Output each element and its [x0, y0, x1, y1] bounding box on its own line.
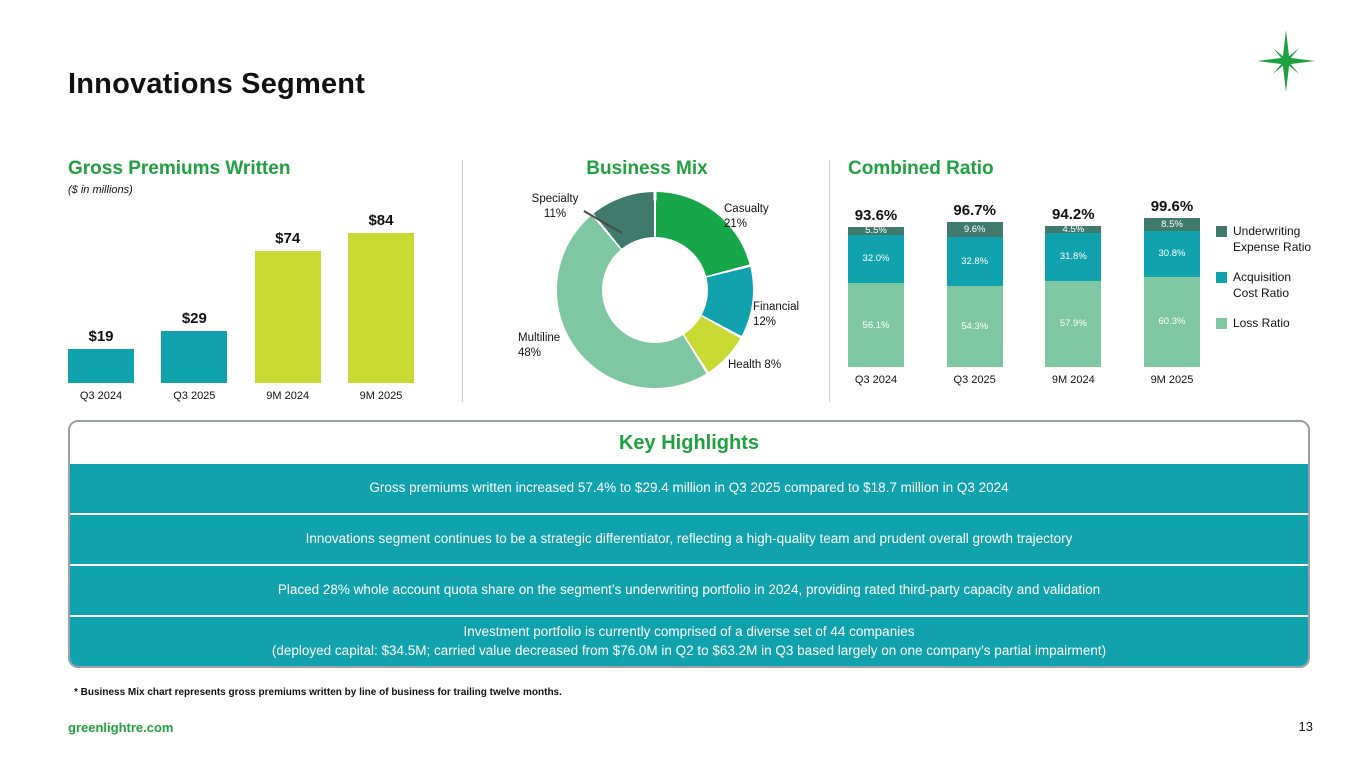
website-link[interactable]: greenlightre.com	[68, 720, 174, 735]
bar-category-label: Q3 2025	[173, 390, 216, 402]
bar-value-label: $29	[181, 310, 207, 327]
legend-item-acquisition-cost-ratio: Acquisition Cost Ratio	[1216, 270, 1316, 301]
bar-category-label: Q3 2025	[953, 374, 996, 387]
highlight-row-3: Placed 28% whole account quota share on …	[70, 566, 1308, 615]
bar-category-label: 9M 2024	[1051, 374, 1095, 387]
combined-ratio-section: Combined Ratio 93.6% 5.5% 32.0% 56.1% Q3 202…	[848, 158, 1323, 386]
donut-label-specialty: Specialty 11%	[531, 193, 579, 220]
combined-ratio-total-label: 94.2%	[1052, 206, 1095, 224]
gpw-bar-group-9M-2024: $74 9M 2024	[254, 230, 321, 402]
combined-ratio-bar-group-9M-2024: 94.2% 4.5% 31.8% 57.9% 9M 2024	[1045, 206, 1102, 387]
business-mix-section: Business Mix Casualty 21% Financial 12% Heal…	[472, 158, 822, 398]
column-divider	[462, 160, 463, 402]
highlight-row-2: Innovations segment continues to be a st…	[70, 515, 1308, 564]
gpw-bar-group-Q3-2024: $19 Q3 2024	[68, 328, 134, 402]
stacked-bar: 9.6% 32.8% 54.3%	[946, 222, 1003, 368]
bar-value-label: $74	[275, 230, 301, 247]
segment-acquisition-cost-ratio: 31.8%	[1045, 232, 1102, 281]
combined-ratio-legend: Underwriting Expense Ratio Acquisition Co…	[1216, 198, 1316, 386]
legend-label: Loss Ratio	[1233, 316, 1290, 331]
business-mix-title: Business Mix	[586, 158, 708, 179]
page-number: 13	[1298, 719, 1313, 734]
stacked-bar: 5.5% 32.0% 56.1%	[848, 226, 904, 368]
combined-ratio-bar-group-9M-2025: 99.6% 8.5% 30.8% 60.3% 9M 2025	[1143, 198, 1200, 387]
combined-ratio-total-label: 99.6%	[1150, 198, 1194, 215]
legend-item-underwriting-expense-ratio: Underwriting Expense Ratio	[1216, 224, 1316, 255]
combined-ratio-bar-group-Q3-2024: 93.6% 5.5% 32.0% 56.1% Q3 2024	[848, 207, 904, 386]
segment-loss-ratio: 54.3%	[946, 285, 1003, 368]
donut-hole	[602, 237, 708, 343]
segment-underwriting-expense-ratio: 8.5%	[1143, 218, 1200, 231]
gpw-bar-group-Q3-2025: $29 Q3 2025	[161, 310, 228, 402]
segment-loss-ratio: 60.3%	[1143, 276, 1200, 368]
segment-underwriting-expense-ratio: 4.5%	[1045, 225, 1102, 234]
combined-ratio-total-label: 96.7%	[953, 202, 996, 220]
combined-ratio-total-label: 93.6%	[854, 206, 898, 224]
stacked-bar: 8.5% 30.8% 60.3%	[1143, 218, 1200, 368]
business-mix-donut-chart: Casualty 21% Financial 12% Health 8% Multilin…	[472, 184, 822, 398]
bar	[254, 251, 321, 383]
gross-premiums-section: Gross Premiums Written ($ in millions) $…	[68, 158, 440, 402]
legend-swatch-icon	[1216, 272, 1227, 284]
segment-acquisition-cost-ratio: 32.0%	[848, 235, 904, 284]
footnote: * Business Mix chart represents gross pr…	[74, 687, 562, 698]
gpw-bar-group-9M-2025: $84 9M 2025	[347, 212, 414, 402]
highlight-row-4: Investment portfolio is currently compri…	[70, 617, 1308, 666]
legend-label: Acquisition Cost Ratio	[1233, 270, 1292, 300]
page-title: Innovations Segment	[68, 68, 366, 100]
key-highlights-box: Key Highlights Gross premiums written in…	[68, 420, 1310, 668]
key-highlights-title: Key Highlights	[618, 432, 759, 454]
bar	[161, 331, 228, 383]
bar-category-label: 9M 2025	[1150, 374, 1194, 387]
gross-premiums-bar-chart: $19 Q3 2024 $29 Q3 2025 $74 9M 2024 $84 9M 2025	[68, 212, 414, 402]
segment-acquisition-cost-ratio: 30.8%	[1143, 230, 1200, 277]
legend-label: Underwriting Expense Ratio	[1233, 224, 1312, 254]
bar-category-label: Q3 2024	[79, 390, 123, 402]
donut-label-multiline: Multiline 48%	[518, 332, 561, 359]
donut-label-casualty: Casualty 21%	[724, 203, 769, 230]
donut-label-financial: Financial 12%	[753, 301, 800, 328]
combined-ratio-title: Combined Ratio	[848, 158, 994, 179]
column-divider	[829, 160, 830, 402]
bar-value-label: $19	[88, 328, 114, 345]
gross-premiums-title: Gross Premiums Written	[68, 158, 291, 179]
stacked-bar: 4.5% 31.8% 57.9%	[1045, 225, 1102, 368]
gross-premiums-subtitle: ($ in millions)	[68, 184, 133, 196]
donut-label-health: Health 8%	[728, 359, 782, 371]
segment-loss-ratio: 57.9%	[1045, 280, 1102, 368]
legend-swatch-icon	[1216, 226, 1227, 237]
segment-acquisition-cost-ratio: 32.8%	[946, 236, 1003, 286]
segment-loss-ratio: 56.1%	[848, 283, 904, 368]
bar-value-label: $84	[368, 212, 394, 229]
bar-category-label: 9M 2025	[359, 390, 403, 402]
combined-ratio-bar-group-Q3-2025: 96.7% 9.6% 32.8% 54.3% Q3 2025	[946, 202, 1003, 387]
bar	[347, 233, 414, 383]
key-highlights-rows: Gross premiums written increased 57.4% t…	[70, 464, 1308, 666]
greenlight-re-star-logo-icon	[1257, 30, 1315, 92]
legend-item-loss-ratio: Loss Ratio	[1216, 316, 1316, 332]
bar-category-label: 9M 2024	[266, 390, 310, 402]
legend-swatch-icon	[1216, 318, 1227, 330]
donut-ring	[557, 192, 753, 388]
segment-underwriting-expense-ratio: 9.6%	[946, 222, 1003, 237]
highlight-row-1: Gross premiums written increased 57.4% t…	[70, 464, 1308, 513]
combined-ratio-stacked-chart: 93.6% 5.5% 32.0% 56.1% Q3 2024 96.7% 9.6% 32.8%…	[848, 198, 1200, 386]
segment-underwriting-expense-ratio: 5.5%	[848, 226, 904, 236]
bar-category-label: Q3 2024	[854, 374, 898, 387]
bar	[68, 349, 134, 383]
